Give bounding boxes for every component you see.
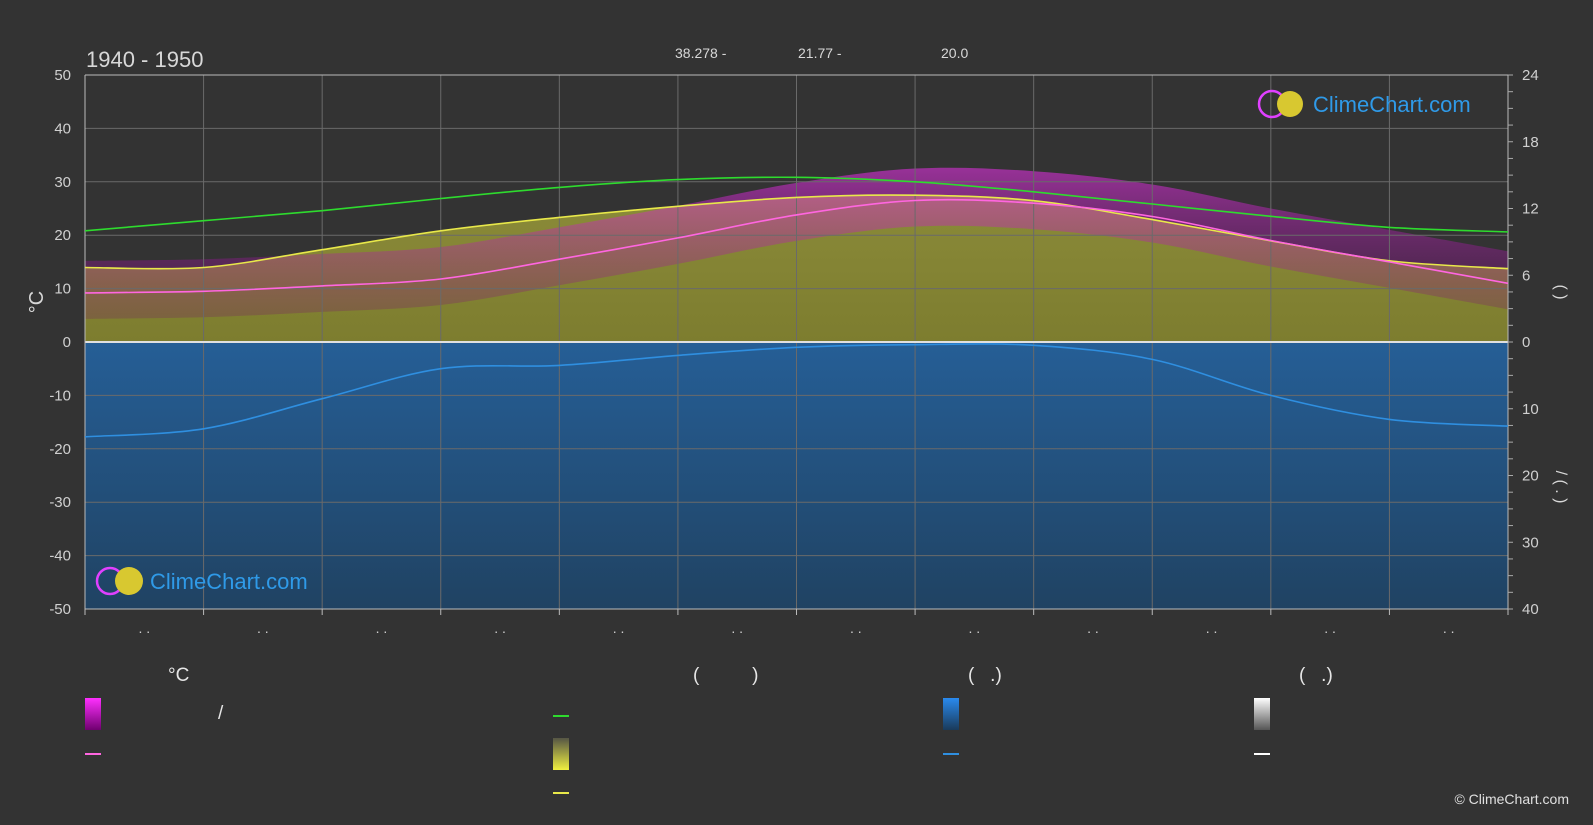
y-right-lower-label: / ( . ) (1552, 471, 1569, 504)
y-left-tick-label: -40 (49, 548, 71, 565)
y-right-upper-tick-label: 12 (1522, 201, 1539, 218)
brand-text-bottom: ClimeChart.com (150, 569, 308, 594)
header-value-1: 38.278 - (675, 45, 727, 61)
y-right-upper-label: ( ) (1552, 284, 1569, 299)
brand-logo-bottom: ClimeChart.com (95, 566, 308, 596)
y-left-tick-label: 0 (63, 334, 71, 351)
legend-col2-header: ( ) (693, 665, 759, 686)
x-tick-label: . . (376, 620, 388, 636)
logo-sun-icon (115, 567, 143, 595)
legend-col4-header: ( .) (1299, 665, 1333, 686)
y-left-tick-label: 20 (54, 227, 71, 244)
y-left-tick-label: -10 (49, 387, 71, 404)
x-tick-label: . . (1206, 620, 1218, 636)
y-left-tick-label: 30 (54, 174, 71, 191)
y-left-tick-label: -30 (49, 494, 71, 511)
x-tick-label: . . (1324, 620, 1336, 636)
y-left-label: °C (26, 291, 48, 313)
y-left-tick-label: 40 (54, 120, 71, 137)
header-value-3: 20.0 (941, 45, 968, 61)
brand-logo-top: ClimeChart.com (1257, 89, 1471, 119)
x-tick-label: . . (494, 620, 506, 636)
legend-snow-line (1254, 753, 1270, 755)
x-tick-label: . . (138, 620, 150, 636)
legend-sunshine-line (553, 792, 569, 794)
y-right-lower-tick-label: 40 (1522, 601, 1539, 618)
header-value-2: 21.77 - (798, 45, 842, 61)
brand-text-top: ClimeChart.com (1313, 92, 1471, 117)
legend-temp-range-swatch (85, 698, 101, 730)
legend-daylight-line (553, 715, 569, 717)
chart-title: 1940 - 1950 (86, 47, 203, 72)
y-left-tick-label: 50 (54, 67, 71, 84)
daylight-line (85, 176, 1508, 233)
legend-precip-line (943, 753, 959, 755)
x-tick-label: . . (969, 620, 981, 636)
y-right-upper-tick-label: 0 (1522, 334, 1530, 351)
x-tick-label: . . (850, 620, 862, 636)
mean_temperature-line (85, 198, 1508, 294)
legend-mean-temp-line (85, 753, 101, 755)
y-right-lower-tick-label: 20 (1522, 468, 1539, 485)
x-tick-label: . . (1443, 620, 1455, 636)
y-right-upper-tick-label: 18 (1522, 134, 1539, 151)
x-tick-label: . . (613, 620, 625, 636)
x-tick-label: . . (1087, 620, 1099, 636)
legend-col3-header: ( .) (968, 665, 1002, 686)
x-tick-label: . . (257, 620, 269, 636)
logo-sun-icon (1277, 91, 1303, 117)
y-right-lower-tick-label: 30 (1522, 534, 1539, 551)
y-left-tick-label: -50 (49, 601, 71, 618)
legend-snow-swatch (1254, 698, 1270, 730)
y-left-tick-label: -20 (49, 441, 71, 458)
precipitation-line (85, 343, 1508, 438)
y-right-upper-tick-label: 6 (1522, 267, 1530, 284)
legend-col1-item1: / (218, 703, 224, 724)
legend-precip-swatch (943, 698, 959, 730)
legend-col1-header: °C (168, 665, 190, 686)
y-right-upper-tick-label: 24 (1522, 67, 1539, 84)
copyright: © ClimeChart.com (1454, 791, 1569, 807)
legend-sunshine-swatch (553, 738, 569, 770)
y-left-tick-label: 10 (54, 281, 71, 298)
y-right-lower-tick-label: 10 (1522, 401, 1539, 418)
x-tick-label: . . (731, 620, 743, 636)
